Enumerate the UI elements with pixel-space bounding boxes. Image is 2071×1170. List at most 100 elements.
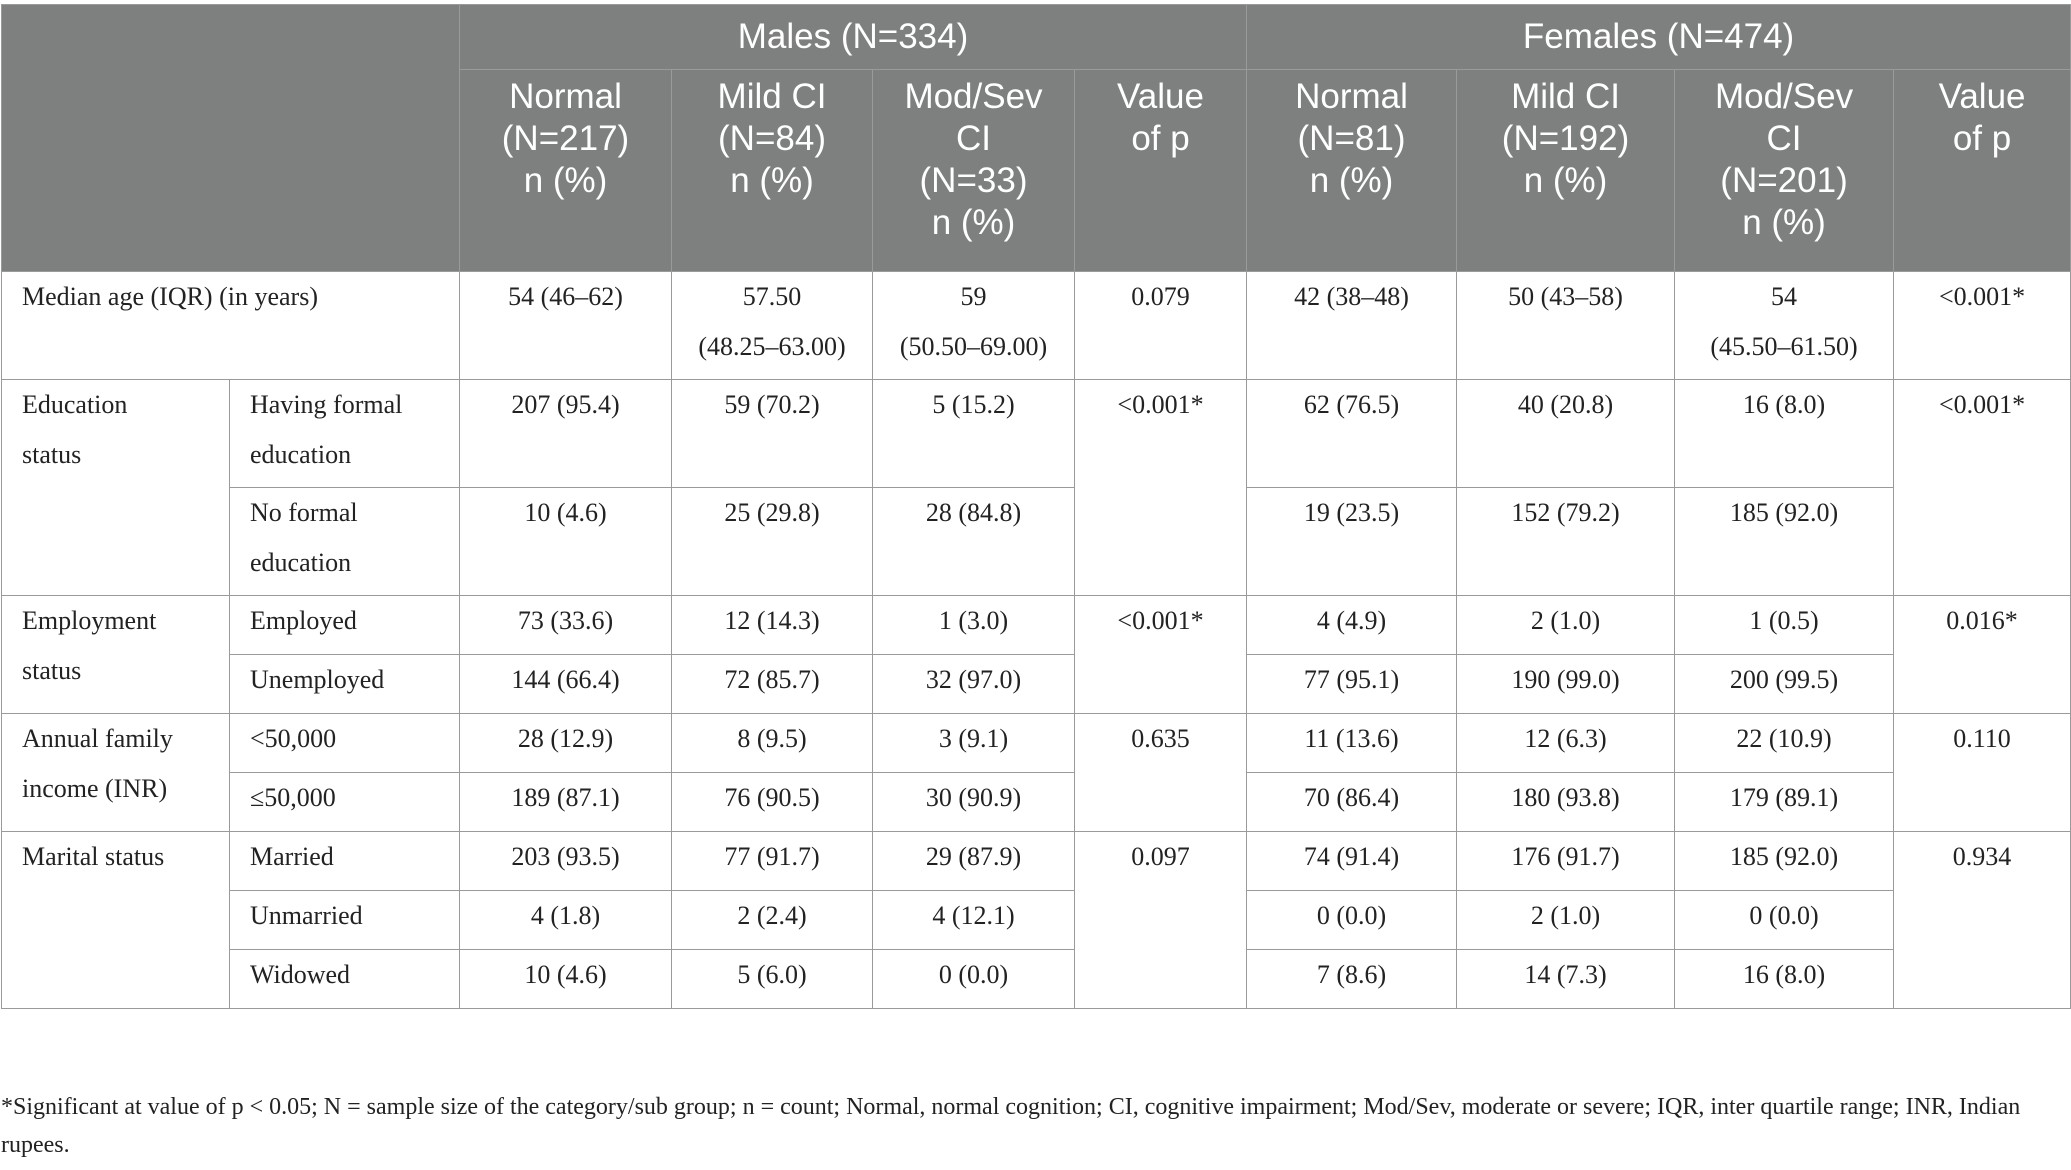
cell-female-mild: 190 (99.0) xyxy=(1456,654,1676,714)
cell-female-normal: 11 (13.6) xyxy=(1246,713,1458,773)
cell-female-mild: 14 (7.3) xyxy=(1456,949,1676,1009)
col-header-male-mild: Mild CI (N=84) n (%) xyxy=(671,69,873,272)
sub-label-unemployed: Unemployed xyxy=(229,654,460,714)
cell-female-mild: 152 (79.2) xyxy=(1456,487,1676,596)
sub-label-employed: Employed xyxy=(229,595,460,655)
cell-male-modsev: 29 (87.9) xyxy=(872,831,1075,891)
sub-label-formal-education: Having formal education xyxy=(229,379,460,488)
cell-male-normal: 73 (33.6) xyxy=(459,595,672,655)
cell-male-mild: 59 (70.2) xyxy=(671,379,873,488)
col-header-female-pvalue: Value of p xyxy=(1893,69,2071,272)
cell-male-modsev: 4 (12.1) xyxy=(872,890,1075,950)
cell-female-mild: 50 (43–58) xyxy=(1456,271,1676,380)
cell-female-mild: 176 (91.7) xyxy=(1456,831,1676,891)
cell-male-modsev: 3 (9.1) xyxy=(872,713,1075,773)
cell-female-pvalue: <0.001* xyxy=(1893,271,2071,380)
row-label-median-age: Median age (IQR) (in years) xyxy=(1,271,460,380)
cell-male-normal: 189 (87.1) xyxy=(459,772,672,832)
sub-label-no-formal-education: No formal education xyxy=(229,487,460,596)
cell-male-mild: 2 (2.4) xyxy=(671,890,873,950)
table-row-median-age: Median age (IQR) (in years) 54 (46–62) 5… xyxy=(1,271,2071,380)
cell-female-normal: 0 (0.0) xyxy=(1246,890,1458,950)
row-label-annual-income: Annual family income (INR) xyxy=(1,713,230,832)
cell-male-mild: 72 (85.7) xyxy=(671,654,873,714)
cell-female-normal: 7 (8.6) xyxy=(1246,949,1458,1009)
cell-male-modsev: 59 (50.50–69.00) xyxy=(872,271,1075,380)
cell-female-pvalue: 0.934 xyxy=(1893,831,2071,1009)
cell-female-normal: 4 (4.9) xyxy=(1246,595,1458,655)
col-header-female-mild: Mild CI (N=192) n (%) xyxy=(1456,69,1676,272)
cell-male-modsev: 32 (97.0) xyxy=(872,654,1075,714)
col-header-female-modsev: Mod/Sev CI (N=201) n (%) xyxy=(1674,69,1895,272)
col-header-female-normal: Normal (N=81) n (%) xyxy=(1246,69,1458,272)
cell-male-pvalue: <0.001* xyxy=(1073,595,1248,714)
cell-male-normal: 207 (95.4) xyxy=(459,379,672,488)
cell-male-mild: 57.50 (48.25–63.00) xyxy=(671,271,873,380)
cell-male-pvalue: 0.097 xyxy=(1073,831,1248,1009)
cell-female-normal: 74 (91.4) xyxy=(1246,831,1458,891)
females-group-header: Females (N=474) xyxy=(1246,4,2071,70)
table-row-widowed: Widowed 10 (4.6) 5 (6.0) 0 (0.0) 7 (8.6)… xyxy=(2,949,2071,1009)
cell-female-normal: 42 (38–48) xyxy=(1246,271,1458,380)
cell-male-mild: 25 (29.8) xyxy=(671,487,873,596)
sub-label-unmarried: Unmarried xyxy=(229,890,460,950)
cell-female-mild: 40 (20.8) xyxy=(1456,379,1676,488)
sub-label-widowed: Widowed xyxy=(229,949,460,1009)
cell-male-mild: 76 (90.5) xyxy=(671,772,873,832)
cell-female-normal: 77 (95.1) xyxy=(1246,654,1458,714)
cell-male-normal: 203 (93.5) xyxy=(459,831,672,891)
table-footnote: *Significant at value of p < 0.05; N = s… xyxy=(1,1094,2021,1158)
row-label-education-status: Education status xyxy=(1,379,230,596)
col-header-male-modsev: Mod/Sev CI (N=33) n (%) xyxy=(872,69,1075,272)
table-row-unmarried: Unmarried 4 (1.8) 2 (2.4) 4 (12.1) 0 (0.… xyxy=(2,890,2071,950)
cell-female-modsev: 16 (8.0) xyxy=(1674,949,1895,1009)
cell-male-mild: 77 (91.7) xyxy=(671,831,873,891)
cell-male-normal: 54 (46–62) xyxy=(459,271,672,380)
cell-female-mild: 2 (1.0) xyxy=(1456,595,1676,655)
cell-male-mild: 8 (9.5) xyxy=(671,713,873,773)
cell-female-mild: 12 (6.3) xyxy=(1456,713,1676,773)
cell-female-pvalue: 0.110 xyxy=(1893,713,2071,832)
table-row-income-over: ≤50,000 189 (87.1) 76 (90.5) 30 (90.9) 7… xyxy=(2,772,2071,832)
cell-female-modsev: 179 (89.1) xyxy=(1674,772,1895,832)
col-header-male-pvalue: Value of p xyxy=(1073,69,1248,272)
table-row-income-under: Annual family income (INR) <50,000 28 (12… xyxy=(1,713,2071,832)
table-row-married: Marital status Married 203 (93.5) 77 (91… xyxy=(1,831,2071,1009)
table-row-unemployed: Unemployed 144 (66.4) 72 (85.7) 32 (97.0… xyxy=(2,654,2071,714)
cell-female-normal: 19 (23.5) xyxy=(1246,487,1458,596)
sub-label-income-lt: <50,000 xyxy=(229,713,460,773)
cell-female-modsev: 200 (99.5) xyxy=(1674,654,1895,714)
cell-female-modsev: 54 (45.50–61.50) xyxy=(1674,271,1895,380)
cell-female-normal: 62 (76.5) xyxy=(1246,379,1458,488)
cell-female-pvalue: 0.016* xyxy=(1893,595,2071,714)
cell-male-modsev: 1 (3.0) xyxy=(872,595,1075,655)
cell-female-mild: 2 (1.0) xyxy=(1456,890,1676,950)
cell-male-modsev: 30 (90.9) xyxy=(872,772,1075,832)
cell-male-normal: 10 (4.6) xyxy=(459,487,672,596)
table-row-education-none: No formal education 10 (4.6) 25 (29.8) 28… xyxy=(2,487,2071,596)
cell-female-modsev: 16 (8.0) xyxy=(1674,379,1895,488)
cell-male-normal: 28 (12.9) xyxy=(459,713,672,773)
demographics-table: Males (N=334) Females (N=474) Normal (N=2… xyxy=(1,4,2071,1009)
cell-male-normal: 144 (66.4) xyxy=(459,654,672,714)
table-row-education-formal: Education status Having formal education 2… xyxy=(1,379,2071,596)
cell-female-modsev: 185 (92.0) xyxy=(1674,831,1895,891)
cell-male-pvalue: 0.079 xyxy=(1073,271,1248,380)
cell-male-mild: 12 (14.3) xyxy=(671,595,873,655)
cell-female-normal: 70 (86.4) xyxy=(1246,772,1458,832)
cell-male-modsev: 0 (0.0) xyxy=(872,949,1075,1009)
cell-male-modsev: 5 (15.2) xyxy=(872,379,1075,488)
row-label-marital-status: Marital status xyxy=(1,831,230,1009)
sub-label-married: Married xyxy=(229,831,460,891)
sub-label-income-le: ≤50,000 xyxy=(229,772,460,832)
header-blank-cell xyxy=(1,4,460,272)
cell-female-mild: 180 (93.8) xyxy=(1456,772,1676,832)
cell-female-modsev: 0 (0.0) xyxy=(1674,890,1895,950)
cell-male-pvalue: <0.001* xyxy=(1073,379,1248,596)
cell-male-pvalue: 0.635 xyxy=(1073,713,1248,832)
males-group-header: Males (N=334) xyxy=(458,4,1248,70)
cell-male-normal: 10 (4.6) xyxy=(459,949,672,1009)
table-row-employed: Employment status Employed 73 (33.6) 12 (… xyxy=(1,595,2071,714)
cell-female-modsev: 1 (0.5) xyxy=(1674,595,1895,655)
col-header-male-normal: Normal (N=217) n (%) xyxy=(459,69,672,272)
